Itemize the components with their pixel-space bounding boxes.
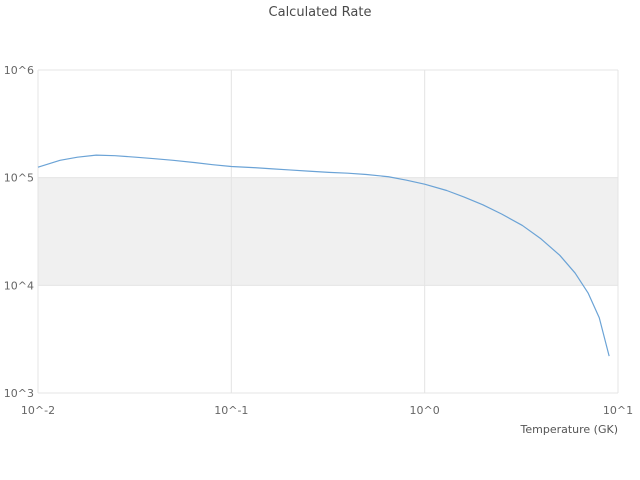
highlight-band (38, 177, 618, 286)
plot-area: 10^3 10^4 10^5 10^6 10^-2 10^-1 10^0 10^1 (4, 64, 633, 417)
x-tick-label: 10^-2 (21, 404, 55, 417)
y-tick-label: 10^3 (4, 387, 34, 400)
x-axis-label: Temperature (GK) (520, 423, 619, 436)
x-tick-label: 10^1 (603, 404, 633, 417)
rate-line (37, 154, 610, 357)
chart-title: Calculated Rate (269, 5, 372, 20)
y-tick-label: 10^5 (4, 172, 34, 185)
y-tick-label: 10^6 (4, 64, 34, 77)
x-tick-label: 10^-1 (214, 404, 248, 417)
y-tick-label: 10^4 (4, 279, 34, 292)
x-tick-label: 10^0 (410, 404, 440, 417)
